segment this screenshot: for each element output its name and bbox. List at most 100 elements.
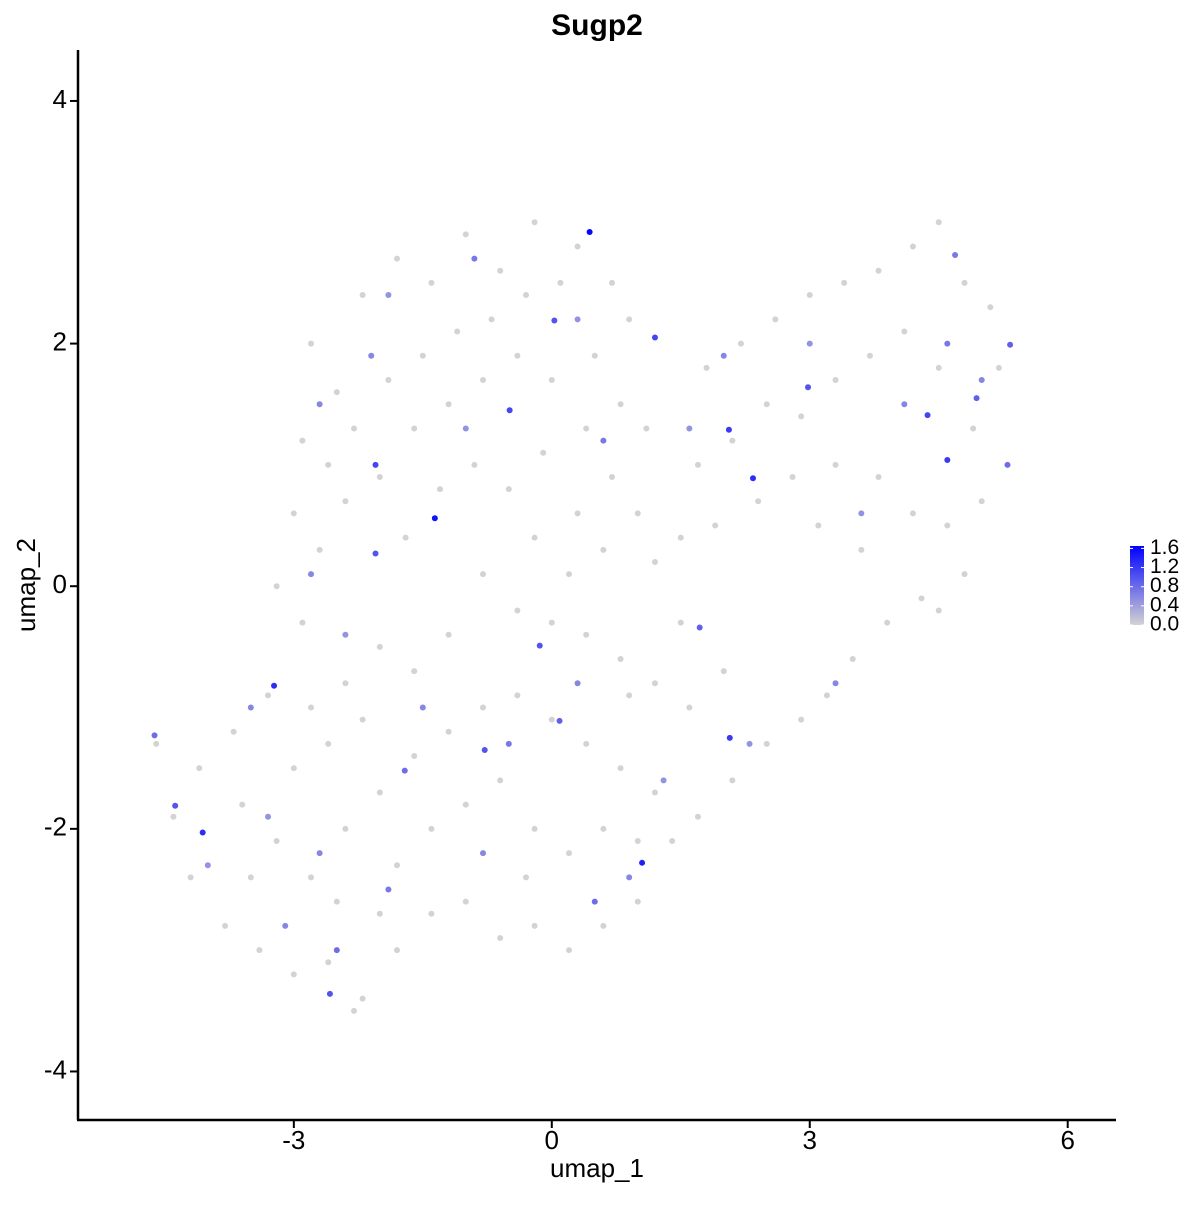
- point: [694, 461, 701, 468]
- point: [798, 716, 805, 723]
- point: [497, 935, 504, 942]
- point: [952, 252, 959, 259]
- point: [884, 619, 891, 626]
- point: [909, 510, 916, 517]
- point: [333, 898, 340, 905]
- point: [858, 546, 865, 553]
- point: [815, 522, 822, 529]
- point: [686, 425, 693, 432]
- point: [342, 680, 349, 687]
- point: [805, 384, 812, 391]
- point: [608, 279, 615, 286]
- point: [359, 716, 366, 723]
- point: [600, 922, 607, 929]
- point: [325, 461, 332, 468]
- point: [419, 704, 426, 711]
- point: [372, 550, 379, 557]
- point: [196, 765, 203, 772]
- point: [935, 219, 942, 226]
- point: [634, 898, 641, 905]
- point: [531, 922, 538, 929]
- point: [651, 558, 658, 565]
- y-axis-label: umap_2: [11, 538, 41, 632]
- point: [172, 802, 179, 809]
- point: [832, 680, 839, 687]
- point: [265, 813, 272, 820]
- point: [973, 395, 980, 402]
- point: [586, 228, 593, 235]
- point: [394, 947, 401, 954]
- point: [1007, 341, 1014, 348]
- point: [401, 767, 408, 774]
- point: [660, 777, 667, 784]
- point: [677, 619, 684, 626]
- point: [548, 619, 555, 626]
- point: [551, 317, 558, 324]
- point: [359, 995, 366, 1002]
- point: [875, 474, 882, 481]
- point: [875, 267, 882, 274]
- point: [600, 825, 607, 832]
- y-tick-label: -4: [44, 1054, 67, 1084]
- point: [290, 971, 297, 978]
- point: [944, 340, 951, 347]
- point: [170, 813, 177, 820]
- point: [376, 643, 383, 650]
- point: [428, 910, 435, 917]
- point: [725, 426, 732, 433]
- point: [359, 292, 366, 299]
- point: [944, 457, 951, 464]
- point: [832, 376, 839, 383]
- point: [591, 352, 598, 359]
- point: [901, 401, 908, 408]
- point: [247, 704, 254, 711]
- x-axis-label: umap_1: [550, 1153, 644, 1183]
- point: [806, 340, 813, 347]
- point: [471, 461, 478, 468]
- point: [565, 571, 572, 578]
- point: [151, 732, 158, 739]
- point: [600, 437, 607, 444]
- point: [522, 292, 529, 299]
- point: [987, 304, 994, 311]
- point: [479, 376, 486, 383]
- point: [497, 777, 504, 784]
- point: [290, 510, 297, 517]
- point: [806, 292, 813, 299]
- point: [271, 682, 278, 689]
- point: [376, 910, 383, 917]
- point: [763, 740, 770, 747]
- point: [548, 716, 555, 723]
- point: [342, 631, 349, 638]
- point: [866, 352, 873, 359]
- point: [651, 334, 658, 341]
- color-tick-label: 0.8: [1150, 574, 1179, 597]
- x-tick-label: -3: [282, 1125, 305, 1155]
- point: [548, 376, 555, 383]
- point: [385, 292, 392, 299]
- point: [290, 765, 297, 772]
- point: [961, 279, 968, 286]
- point: [729, 777, 736, 784]
- point: [712, 522, 719, 529]
- point: [506, 407, 513, 414]
- point: [763, 401, 770, 408]
- point: [514, 692, 521, 699]
- point: [411, 425, 418, 432]
- point: [531, 219, 538, 226]
- point: [316, 850, 323, 857]
- point: [479, 571, 486, 578]
- color-bar: [1130, 546, 1144, 625]
- point: [978, 498, 985, 505]
- point: [583, 740, 590, 747]
- point: [265, 692, 272, 699]
- point: [651, 789, 658, 796]
- point: [600, 546, 607, 553]
- point: [583, 631, 590, 638]
- point: [505, 486, 512, 493]
- point: [471, 255, 478, 262]
- point: [402, 534, 409, 541]
- point: [574, 510, 581, 517]
- point: [617, 401, 624, 408]
- point: [995, 364, 1002, 371]
